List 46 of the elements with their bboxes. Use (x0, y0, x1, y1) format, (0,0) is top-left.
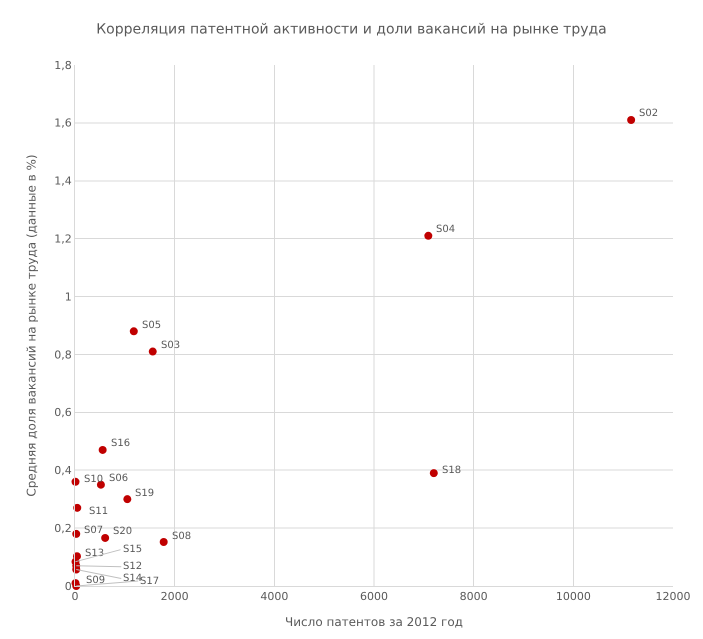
data-label: S18 (442, 465, 462, 476)
y-axis-title: Средняя доля вакансий на рынке труда (данные в %) (24, 154, 39, 497)
data-label: S15 (123, 544, 142, 555)
x-axis-title: Число патентов за 2012 год (285, 615, 463, 630)
data-label: S05 (142, 320, 162, 331)
x-tick-label: 6000 (360, 590, 388, 604)
data-label: S08 (172, 531, 192, 542)
point (98, 446, 107, 454)
x-tick-label: 8000 (460, 590, 488, 604)
y-tick-label: 0,2 (54, 522, 72, 535)
point (148, 348, 157, 356)
x-tick-label: 12000 (656, 590, 690, 604)
data-label: S12 (123, 561, 142, 572)
point (123, 495, 132, 504)
x-tick-label: 10000 (556, 590, 591, 604)
point (101, 534, 110, 542)
point (160, 538, 168, 546)
point (430, 469, 438, 478)
data-label: S02 (639, 108, 658, 119)
y-tick-label: 1,8 (54, 58, 72, 72)
point (424, 232, 432, 240)
y-tick-label: 0,8 (54, 348, 72, 362)
point (130, 327, 138, 336)
point (627, 116, 636, 124)
y-tick-label: 1 (64, 290, 72, 304)
data-label: S16 (111, 438, 130, 449)
y-tick-label: 1,2 (54, 232, 72, 246)
x-tick-label: 4000 (260, 590, 288, 604)
x-tick-label: 2000 (160, 590, 189, 604)
data-label: S20 (113, 526, 132, 537)
data-label: S04 (436, 224, 456, 235)
y-tick-label: 0,6 (54, 406, 72, 420)
data-label: S06 (109, 473, 128, 484)
data-label: S19 (135, 488, 154, 499)
chart-title: Корреляция патентной активности и доли вакансий на рынке труда (96, 22, 607, 38)
data-label: S10 (84, 474, 104, 485)
data-label: S09 (86, 575, 106, 586)
data-label: S03 (161, 340, 180, 351)
data-label: S11 (89, 506, 108, 517)
data-label: S13 (85, 548, 104, 559)
y-tick-label: 1,4 (54, 174, 72, 188)
y-tick-label: 0,4 (54, 464, 72, 478)
y-tick-label: 0 (64, 580, 72, 593)
data-label: S17 (140, 576, 160, 587)
data-label: S07 (84, 525, 104, 536)
y-tick-label: 1,6 (54, 116, 72, 130)
